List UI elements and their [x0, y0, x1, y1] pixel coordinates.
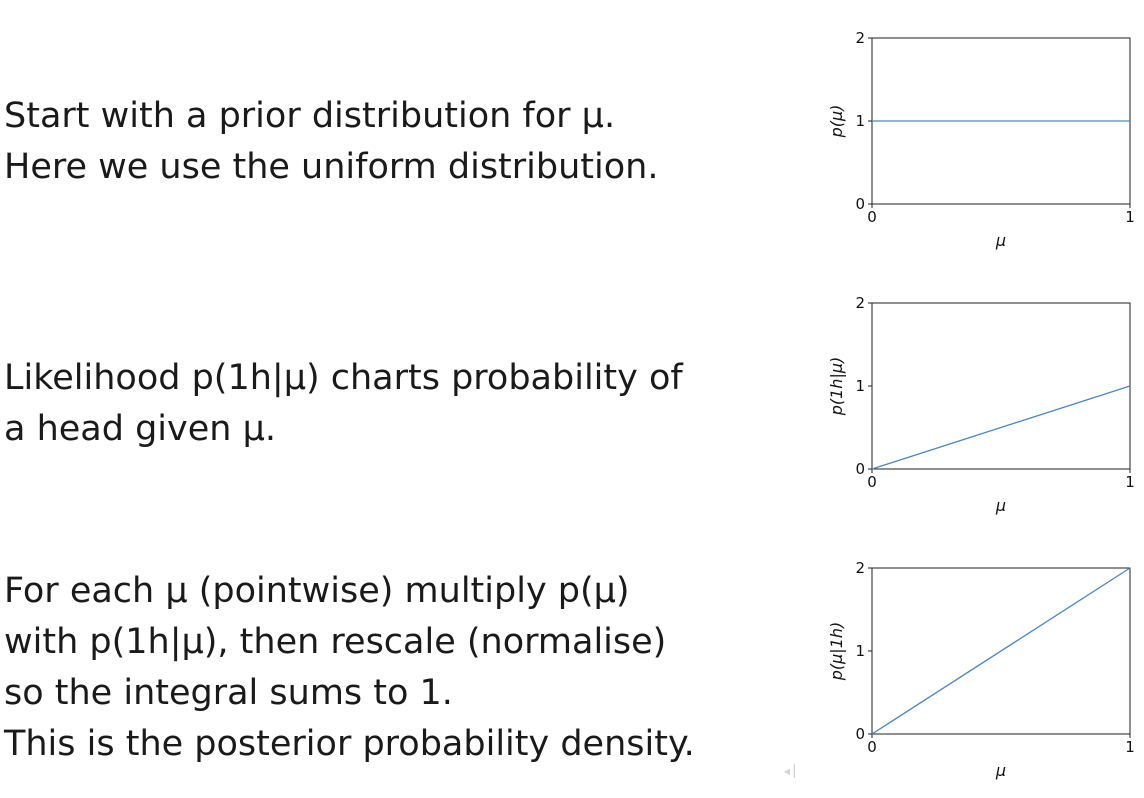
x-tick-label: 1	[1125, 208, 1135, 226]
x-tick-label: 0	[867, 208, 877, 226]
x-axis-label: μ	[995, 496, 1006, 515]
slide-nav-arrow[interactable]: ◂ ▏	[784, 764, 804, 778]
y-tick-label: 1	[855, 112, 865, 130]
y-tick-label: 1	[855, 642, 865, 660]
prior-text-line-1: Start with a prior distribution for μ.	[4, 96, 616, 136]
y-tick-label: 2	[855, 559, 865, 577]
posterior-description: For each μ (pointwise) multiply p(μ) wit…	[4, 566, 695, 770]
likelihood-description: Likelihood p(1h|μ) charts probability of…	[4, 353, 683, 455]
plot-frame	[871, 302, 1131, 470]
likelihood-chart: 0 1 2 0 1 μ p(1h|μ)	[827, 294, 1135, 515]
series-line	[871, 385, 1131, 470]
x-axis-label: μ	[995, 761, 1006, 780]
posterior-text-line-1: For each μ (pointwise) multiply p(μ)	[4, 571, 630, 611]
y-tick-label: 2	[855, 294, 865, 312]
y-axis-label: p(μ)	[827, 105, 846, 139]
y-tick-label: 0	[855, 195, 865, 213]
likelihood-text-line-1: Likelihood p(1h|μ) charts probability of	[4, 358, 683, 398]
x-tick-label: 0	[867, 473, 877, 491]
y-axis-label: p(μ|1h)	[827, 622, 846, 682]
prior-description: Start with a prior distribution for μ. H…	[4, 91, 658, 193]
posterior-text-line-2: with p(1h|μ), then rescale (normalise)	[4, 622, 667, 662]
y-axis-label: p(1h|μ)	[827, 357, 846, 417]
prior-chart: 0 1 2 0 1 μ p(μ)	[827, 29, 1135, 250]
x-tick-label: 0	[867, 738, 877, 756]
likelihood-text-line-2: a head given μ.	[4, 409, 276, 449]
posterior-text-line-3: so the integral sums to 1.	[4, 673, 453, 713]
x-axis-label: μ	[995, 231, 1006, 250]
y-tick-label: 0	[855, 725, 865, 743]
x-tick-label: 1	[1125, 473, 1135, 491]
posterior-chart: 0 1 2 0 1 μ p(μ|1h)	[827, 559, 1135, 780]
y-tick-label: 2	[855, 29, 865, 47]
prior-text-line-2: Here we use the uniform distribution.	[4, 147, 659, 187]
y-tick-label: 0	[855, 460, 865, 478]
y-tick-label: 1	[855, 377, 865, 395]
series-line	[871, 567, 1131, 735]
posterior-text-line-4: This is the posterior probability densit…	[4, 724, 695, 764]
x-tick-label: 1	[1125, 738, 1135, 756]
